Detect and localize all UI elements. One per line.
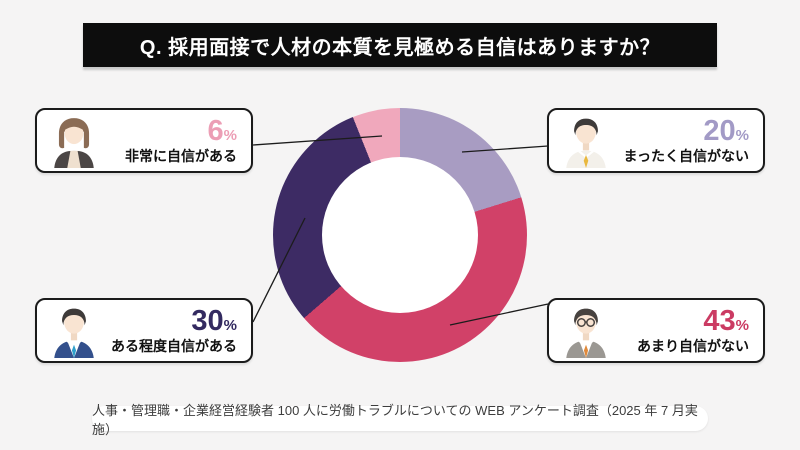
callout-not-very-confident: 43% あまり自信がない bbox=[547, 298, 765, 363]
answer-label: まったく自信がない bbox=[623, 147, 749, 164]
percent-value: 30% bbox=[191, 304, 237, 337]
man-glasses-avatar-icon bbox=[561, 304, 611, 358]
donut-hole bbox=[322, 157, 478, 313]
man-navy-suit-avatar-icon bbox=[49, 304, 99, 358]
answer-label: ある程度自信がある bbox=[111, 337, 237, 354]
answer-label: あまり自信がない bbox=[637, 337, 749, 354]
percent-value: 43% bbox=[703, 304, 749, 337]
percent-value: 6% bbox=[207, 114, 237, 147]
callout-very-confident: 6% 非常に自信がある bbox=[35, 108, 253, 173]
woman-avatar-icon bbox=[49, 114, 99, 168]
callout-no-confidence: 20% まったく自信がない bbox=[547, 108, 765, 173]
question-title-banner: Q. 採用面接で人材の本質を見極める自信はありますか？ bbox=[83, 23, 717, 67]
page-title: Q. 採用面接で人材の本質を見極める自信はありますか？ bbox=[139, 36, 661, 59]
percent-value: 20% bbox=[703, 114, 749, 147]
donut-chart bbox=[273, 108, 527, 362]
callout-somewhat-confident: 30% ある程度自信がある bbox=[35, 298, 253, 363]
survey-source-pill: 人事・管理職・企業経営経験者 100 人に労働トラブルについての WEB アンケ… bbox=[92, 403, 708, 437]
answer-label: 非常に自信がある bbox=[125, 147, 237, 164]
survey-source-text: 人事・管理職・企業経営経験者 100 人に労働トラブルについての WEB アンケ… bbox=[92, 402, 698, 437]
man-yellow-tie-avatar-icon bbox=[561, 114, 611, 168]
